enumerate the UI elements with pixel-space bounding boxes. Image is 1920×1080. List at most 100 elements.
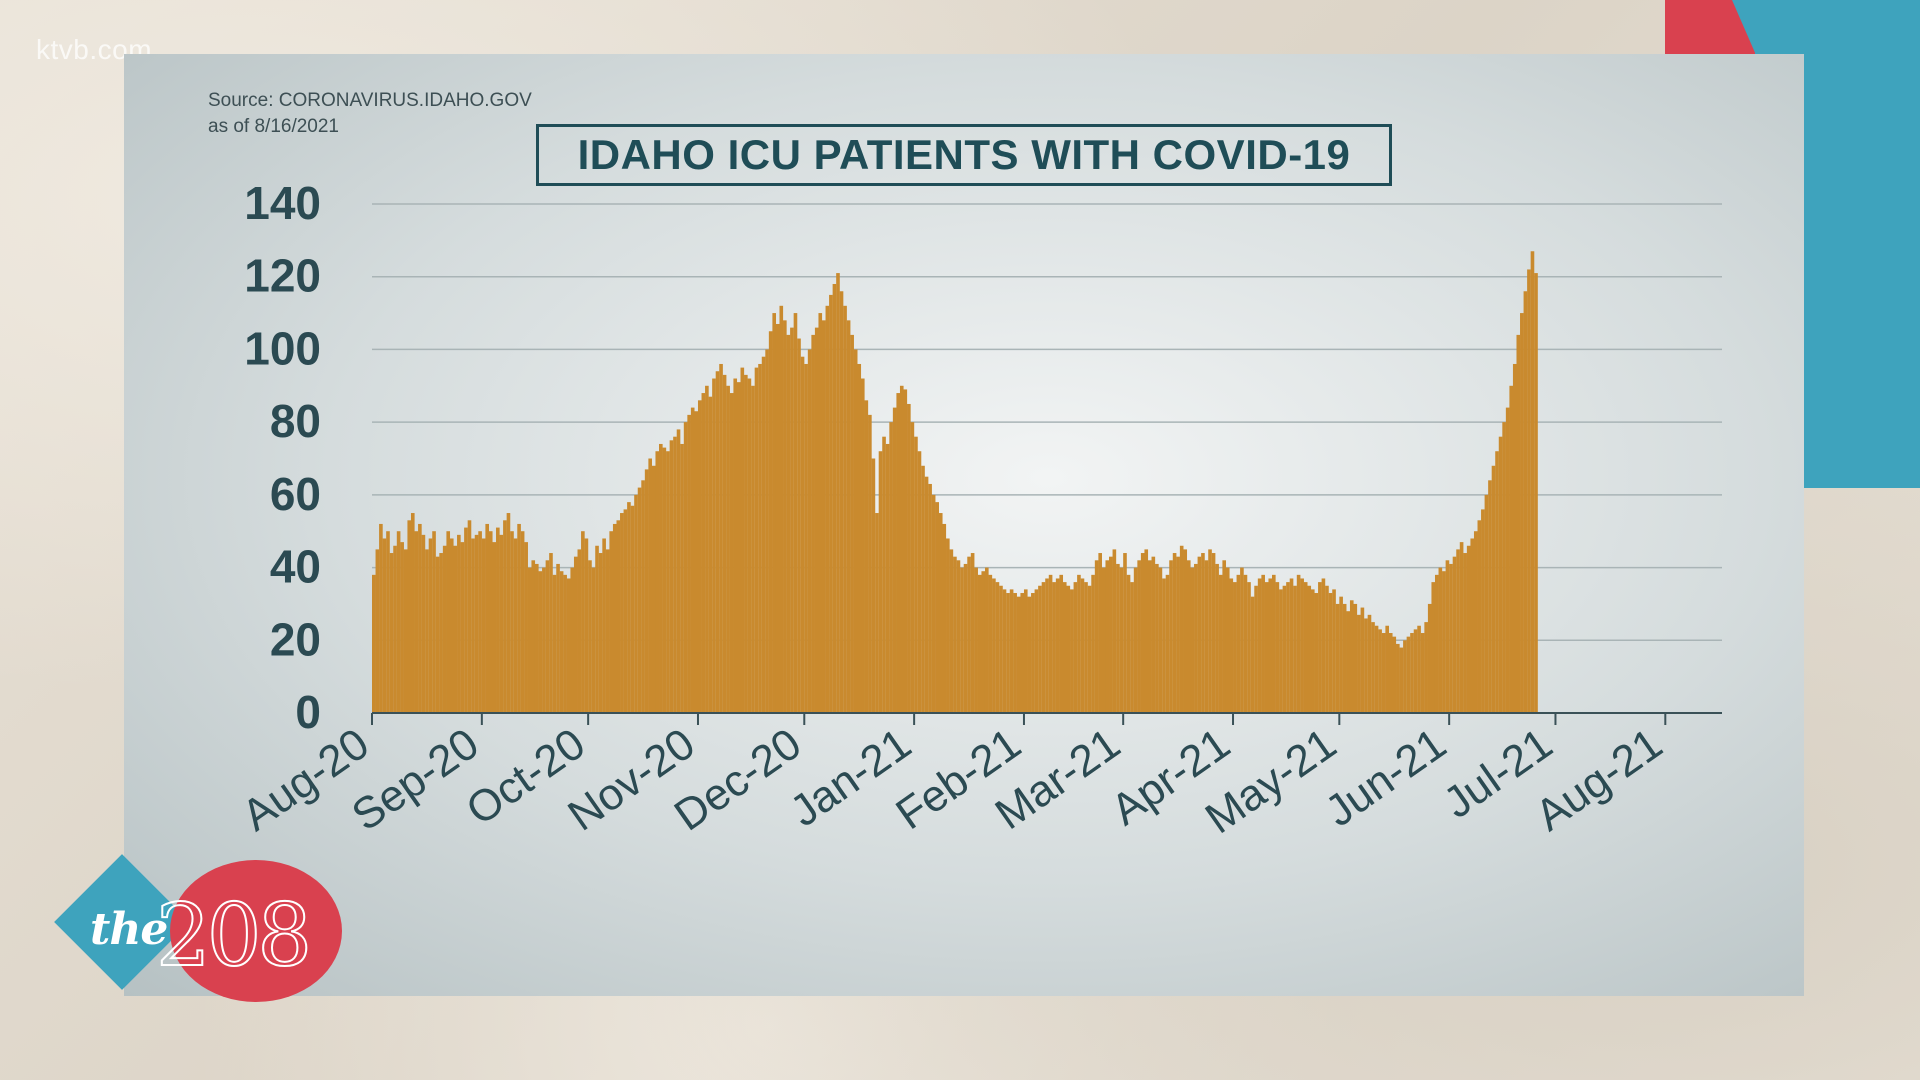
data-bar	[570, 567, 575, 713]
data-bar	[457, 534, 461, 713]
data-bar	[924, 476, 929, 713]
data-bar	[1403, 640, 1407, 713]
data-bar	[1183, 549, 1188, 713]
data-bar	[786, 334, 791, 713]
data-bar	[428, 538, 433, 713]
data-bar	[414, 531, 419, 713]
data-bar	[921, 465, 925, 713]
data-bar	[1449, 563, 1453, 713]
data-bar	[800, 356, 805, 713]
data-bar	[1325, 585, 1329, 713]
y-tick-label: 140	[244, 177, 321, 229]
data-bar	[1434, 574, 1439, 713]
data-bar	[651, 465, 656, 713]
data-bar	[977, 574, 982, 713]
data-bar	[510, 531, 514, 713]
data-bar	[1070, 589, 1074, 713]
y-tick-label: 100	[244, 322, 321, 374]
data-bar	[1477, 520, 1482, 713]
data-bar	[1339, 596, 1343, 713]
data-bar	[1346, 611, 1351, 713]
data-bar	[403, 549, 408, 713]
data-bar	[1442, 571, 1446, 713]
data-bar	[1293, 585, 1297, 713]
data-bar	[499, 534, 504, 713]
data-bar	[1116, 563, 1120, 713]
data-bar	[375, 549, 380, 713]
data-bar	[953, 556, 957, 713]
data-bar	[449, 538, 454, 713]
data-bar	[492, 542, 497, 713]
data-bar	[871, 458, 876, 713]
data-bar	[418, 523, 422, 713]
data-bar	[914, 436, 918, 713]
data-bar	[1512, 363, 1517, 713]
data-bar	[630, 505, 635, 713]
data-bar	[1481, 509, 1485, 713]
data-bar	[1105, 560, 1110, 713]
data-bar	[1523, 291, 1528, 713]
data-bar	[1509, 385, 1514, 713]
data-bar	[892, 407, 897, 713]
data-bar	[729, 393, 734, 713]
data-bar	[1211, 553, 1216, 713]
data-bar	[1502, 422, 1506, 713]
chart-panel: Source: CORONAVIRUS.IDAHO.GOV as of 8/16…	[124, 54, 1804, 996]
data-bar	[1197, 556, 1202, 713]
data-bar	[758, 363, 762, 713]
data-bar	[393, 545, 397, 713]
data-bar	[513, 538, 518, 713]
data-bar	[577, 549, 582, 713]
data-bar	[899, 385, 904, 713]
data-bar	[1091, 574, 1095, 713]
data-bar	[751, 385, 755, 713]
data-bar	[797, 338, 801, 713]
data-bar	[634, 494, 638, 713]
data-bar	[1314, 593, 1319, 713]
data-bar	[1084, 582, 1088, 713]
data-bar	[496, 527, 500, 713]
data-bar	[1119, 567, 1124, 713]
data-bar	[850, 334, 854, 713]
data-bar	[1520, 313, 1524, 713]
data-bar	[460, 542, 465, 713]
data-bar	[1027, 596, 1032, 713]
data-bar	[999, 585, 1003, 713]
data-bar	[1335, 603, 1340, 713]
data-bar	[687, 414, 691, 713]
data-bar	[534, 563, 539, 713]
data-bar	[1009, 589, 1014, 713]
data-bar	[907, 403, 911, 713]
data-bar	[1073, 582, 1078, 713]
data-bar	[1229, 578, 1234, 713]
data-bar	[818, 313, 823, 713]
data-bar	[1155, 563, 1159, 713]
data-bar	[1222, 560, 1227, 713]
data-bar	[524, 542, 528, 713]
data-bar	[1289, 578, 1294, 713]
data-bar	[740, 367, 745, 713]
data-bar	[581, 531, 585, 713]
x-tick-label: Sep-20	[343, 719, 487, 841]
data-bar	[928, 483, 932, 713]
data-bar	[485, 523, 489, 713]
data-bar	[517, 523, 521, 713]
data-bar	[566, 578, 571, 713]
data-bar	[1367, 614, 1372, 713]
data-bar	[956, 560, 961, 713]
data-bar	[1463, 553, 1467, 713]
data-bar	[527, 567, 532, 713]
data-bar	[379, 523, 383, 713]
data-bar	[1420, 633, 1425, 713]
data-bar	[386, 531, 390, 713]
data-bar	[1307, 585, 1312, 713]
data-bar	[1495, 451, 1499, 713]
data-bar	[1225, 567, 1230, 713]
data-bar	[705, 385, 709, 713]
data-bar	[1172, 553, 1177, 713]
y-tick-label: 0	[295, 686, 321, 738]
data-bar	[1002, 589, 1007, 713]
data-bar	[910, 422, 915, 713]
data-bar	[1530, 251, 1535, 713]
data-bar	[708, 396, 713, 713]
